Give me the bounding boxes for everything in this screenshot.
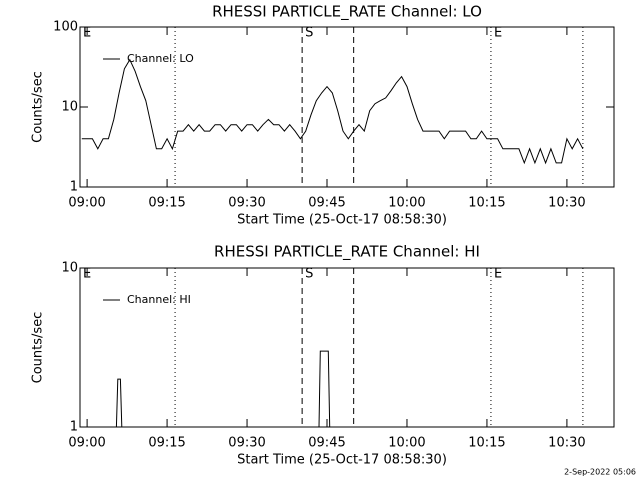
chart-title: RHESSI PARTICLE_RATE Channel: LO <box>212 3 482 22</box>
x-tick-label: 09:45 <box>308 436 345 451</box>
x-tick-label: 09:15 <box>148 196 185 211</box>
x-tick-label: 10:00 <box>388 196 425 211</box>
annotation: E <box>494 267 502 282</box>
y-axis-label: Counts/sec <box>31 71 46 143</box>
x-tick-label: 10:30 <box>548 196 585 211</box>
footer: 2-Sep-2022 05:06 <box>564 468 636 477</box>
annotation: E <box>83 267 91 282</box>
chart-title: RHESSI PARTICLE_RATE Channel: HI <box>214 243 480 262</box>
x-tick-label: 09:00 <box>68 436 105 451</box>
annotation: E <box>83 26 91 41</box>
x-tick-label: 09:15 <box>148 436 185 451</box>
x-tick-label: 09:45 <box>308 196 345 211</box>
y-tick-label: 10 <box>61 261 78 276</box>
x-axis-label: Start Time (25-Oct-17 08:58:30) <box>237 453 447 468</box>
annotation: S <box>305 26 313 41</box>
legend-label: Channel: LO <box>127 52 194 65</box>
y-tick-label: 100 <box>53 20 78 35</box>
series-line <box>81 58 584 165</box>
x-tick-label: 10:00 <box>388 436 425 451</box>
y-tick-label: 10 <box>61 100 78 115</box>
x-tick-label: 10:15 <box>468 196 505 211</box>
annotation: E <box>494 26 502 41</box>
x-axis-label: Start Time (25-Oct-17 08:58:30) <box>237 213 447 228</box>
y-tick-label: 1 <box>70 420 78 435</box>
y-tick-label: 1 <box>70 180 78 195</box>
x-tick-label: 10:15 <box>468 436 505 451</box>
y-axis-label: Counts/sec <box>31 312 46 384</box>
x-tick-label: 10:30 <box>548 436 585 451</box>
annotation: S <box>305 267 313 282</box>
legend-label: Channel: HI <box>127 293 191 306</box>
x-tick-label: 09:30 <box>228 436 265 451</box>
x-tick-label: 09:30 <box>228 196 265 211</box>
x-tick-label: 09:00 <box>68 196 105 211</box>
series-line <box>81 350 583 428</box>
